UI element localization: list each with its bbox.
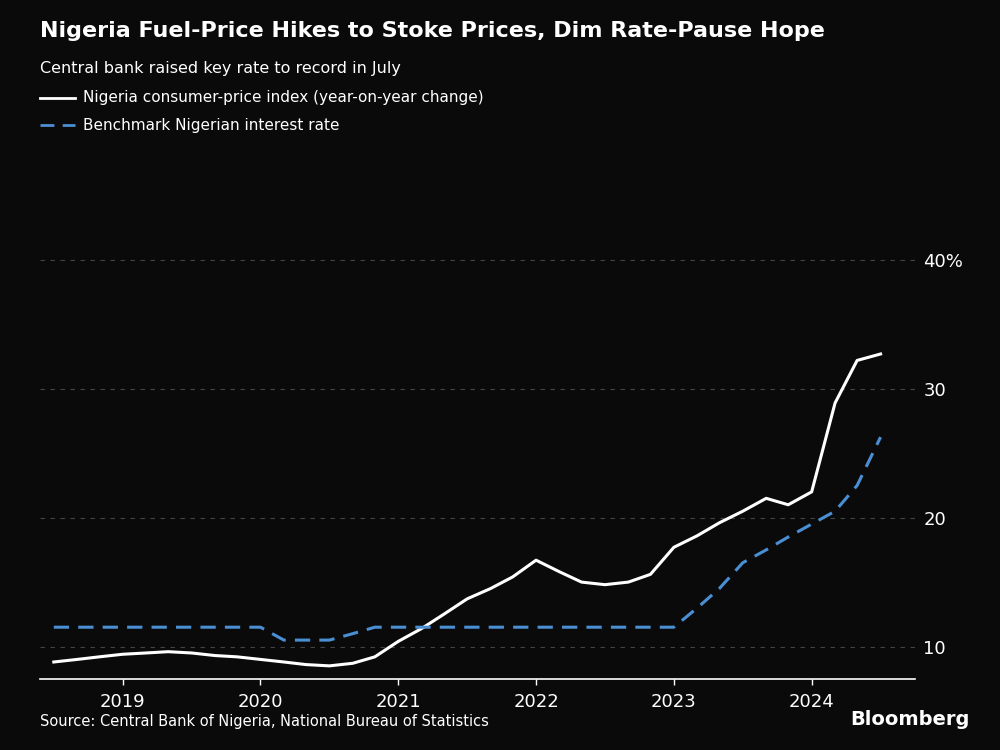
Text: Nigeria consumer-price index (year-on-year change): Nigeria consumer-price index (year-on-ye… [83,90,484,105]
Text: Central bank raised key rate to record in July: Central bank raised key rate to record i… [40,62,401,76]
Text: Benchmark Nigerian interest rate: Benchmark Nigerian interest rate [83,118,340,133]
Text: Nigeria Fuel-Price Hikes to Stoke Prices, Dim Rate-Pause Hope: Nigeria Fuel-Price Hikes to Stoke Prices… [40,21,825,41]
Text: Source: Central Bank of Nigeria, National Bureau of Statistics: Source: Central Bank of Nigeria, Nationa… [40,714,489,729]
Text: Nigeria Fuel-Price Hikes to Stoke Prices, Dim Rate-Pause Hope: Nigeria Fuel-Price Hikes to Stoke Prices… [40,34,825,54]
Text: Bloomberg: Bloomberg [851,710,970,729]
Text: Central bank raised key rate to record in July: Central bank raised key rate to record i… [40,79,401,94]
